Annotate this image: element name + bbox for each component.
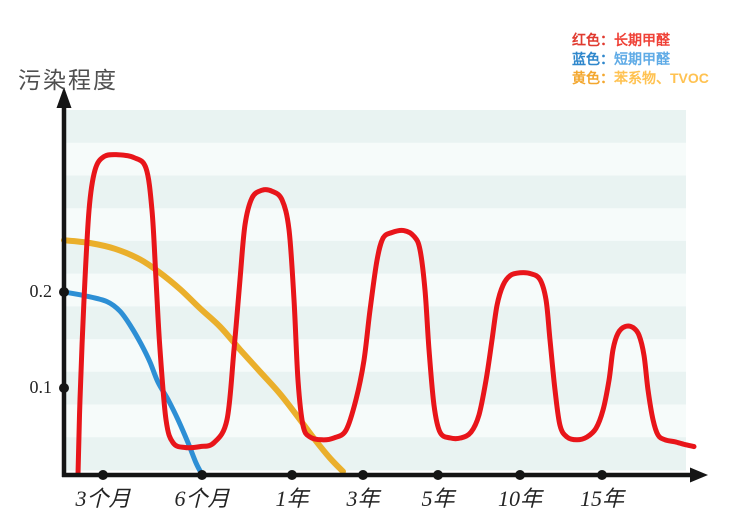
x-tick-label-3years: 3年 — [346, 486, 380, 511]
x-tick-label-6months: 6个月 — [174, 486, 230, 511]
y-axis-title: 污染程度 — [18, 67, 118, 93]
legend-color-name-yellow: 黄色： — [572, 70, 614, 86]
axes-layer — [56, 87, 708, 483]
legend-color-name-red: 红色： — [572, 32, 614, 48]
curve-benzene-tvoc — [61, 237, 346, 475]
background-stripe — [66, 208, 686, 242]
x-axis-tick-dot — [358, 470, 368, 480]
x-axis-tick-dot — [433, 470, 443, 480]
legend: 红色：长期甲醛 蓝色：短期甲醛 黄色：苯系物、TVOC — [572, 31, 709, 88]
x-axis-tick-dot — [98, 470, 108, 480]
background-stripe — [66, 306, 686, 340]
y-axis-arrow-icon — [56, 87, 72, 108]
legend-series-name-red: 长期甲醛 — [614, 32, 670, 48]
legend-item-blue: 蓝色：短期甲醛 — [572, 50, 709, 69]
legend-series-name-yellow: 苯系物、TVOC — [614, 70, 709, 86]
x-axis-tick-dot — [287, 470, 297, 480]
background-stripe — [66, 142, 686, 176]
y-tick-label-0-1: 0.1 — [29, 377, 53, 397]
x-tick-label-3months: 3个月 — [75, 486, 131, 511]
legend-color-name-blue: 蓝色： — [572, 51, 614, 67]
y-axis-tick-dot — [59, 287, 69, 297]
background-stripe — [66, 339, 686, 373]
background-stripe — [66, 175, 686, 209]
x-axis-tick-dot — [515, 470, 525, 480]
background-stripe — [66, 437, 686, 471]
legend-series-name-blue: 短期甲醛 — [614, 51, 670, 67]
x-axis-tick-dot — [597, 470, 607, 480]
x-tick-label-10years: 10年 — [497, 486, 543, 511]
y-axis-tick-dot — [59, 383, 69, 393]
curves-layer — [61, 152, 697, 477]
curve-long-term-formaldehyde — [75, 152, 697, 477]
curve-short-term-formaldehyde — [61, 289, 205, 477]
x-tick-label-15years: 15年 — [579, 486, 625, 511]
legend-item-red: 红色：长期甲醛 — [572, 31, 709, 50]
x-axis-arrow-icon — [690, 467, 708, 483]
x-tick-label-5years: 5年 — [421, 486, 455, 511]
legend-item-yellow: 黄色：苯系物、TVOC — [572, 69, 709, 88]
x-tick-label-1year: 1年 — [275, 486, 309, 511]
background-stripe — [66, 110, 686, 144]
y-tick-label-0-2: 0.2 — [29, 281, 53, 301]
x-axis-tick-dot — [197, 470, 207, 480]
